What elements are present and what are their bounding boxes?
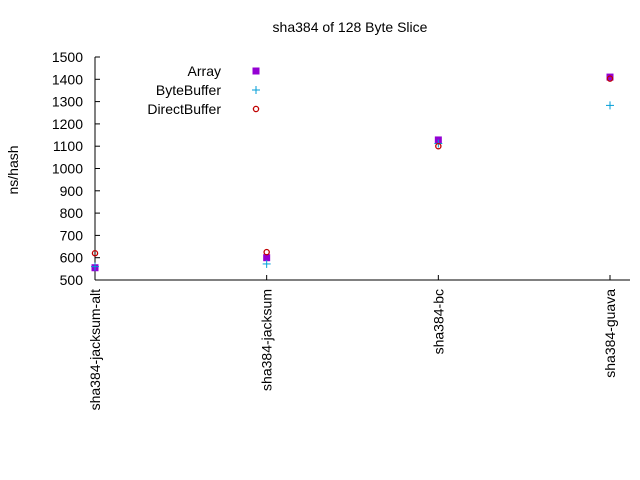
y-tick-label: 1300: [52, 94, 83, 110]
data-point-array: [606, 73, 614, 81]
y-tick-label: 800: [60, 205, 84, 221]
data-point-array: [263, 254, 271, 262]
data-point-bytebuffer: [262, 259, 271, 268]
data-point-bytebuffer: [606, 101, 614, 110]
chart-title: sha384 of 128 Byte Slice: [273, 19, 428, 35]
y-tick-label: 1200: [52, 116, 83, 132]
legend-marker-array: [252, 67, 260, 75]
y-tick-label: 1500: [52, 49, 83, 65]
data-point-directbuffer: [606, 75, 614, 82]
y-tick-label: 700: [60, 227, 84, 243]
x-tick-label: sha384-guava: [602, 289, 618, 378]
y-tick-label: 500: [60, 272, 84, 288]
x-tick-label: sha384-jacksum-alt: [87, 289, 103, 410]
legend-label: ByteBuffer: [156, 82, 221, 98]
data-points: [91, 73, 614, 272]
legend: Array ByteBuffer DirectBuffer: [147, 63, 260, 117]
x-ticks: sha384-jacksum-alt sha384-jacksum sha384-b…: [87, 275, 618, 410]
y-tick-label: 600: [60, 250, 84, 266]
y-ticks: 500 600 700 800 900 1000 1100 1200 1300 1400 1500: [52, 49, 100, 288]
legend-marker-directbuffer: [252, 105, 260, 113]
data-point-directbuffer: [91, 249, 99, 257]
data-point-bytebuffer: [91, 262, 99, 271]
y-tick-label: 1000: [52, 161, 83, 177]
data-point-directbuffer: [435, 142, 442, 150]
legend-label: DirectBuffer: [147, 101, 221, 117]
legend-label: Array: [188, 63, 221, 79]
y-tick-label: 1400: [52, 71, 83, 87]
x-tick-label: sha384-bc: [430, 289, 446, 354]
y-axis-label: ns/hash: [5, 145, 21, 194]
data-point-directbuffer: [263, 248, 270, 256]
x-tick-label: sha384-jacksum: [259, 289, 275, 391]
y-tick-label: 1100: [53, 138, 83, 154]
y-tick-label: 900: [60, 183, 84, 199]
legend-marker-bytebuffer: [252, 86, 260, 94]
